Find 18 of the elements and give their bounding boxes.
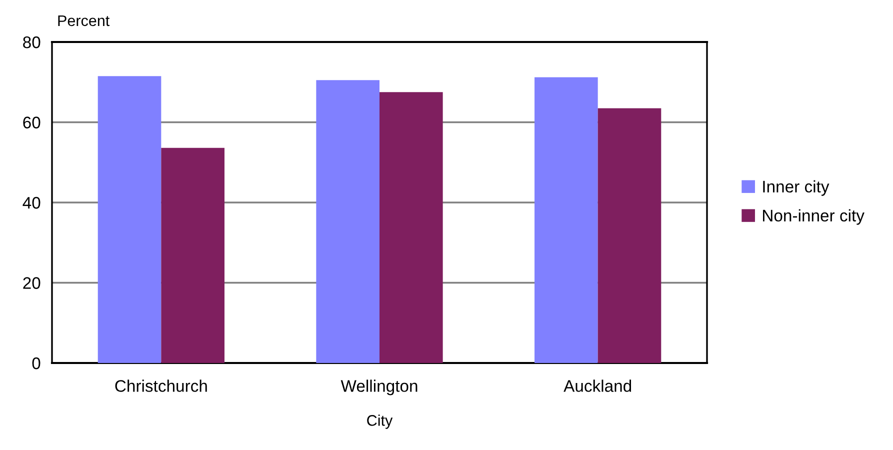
bar — [380, 92, 443, 363]
y-tick-label: 20 — [23, 277, 40, 289]
x-tick-label: Auckland — [564, 380, 632, 392]
legend-label: Inner city — [763, 180, 830, 196]
bar — [316, 80, 380, 363]
y-tick-label: 80 — [23, 36, 40, 48]
bar — [534, 77, 598, 363]
bar — [598, 108, 662, 363]
y-tick-label: 0 — [32, 357, 40, 370]
y-tick-label: 40 — [22, 196, 40, 209]
x-axis-title: City — [367, 414, 393, 429]
y-axis-title: Percent — [58, 15, 110, 26]
x-tick-label: Wellington — [340, 380, 418, 396]
legend-label: Non-inner city — [763, 209, 864, 225]
y-tick-label: 60 — [23, 116, 40, 128]
bar — [98, 76, 162, 363]
bar — [161, 148, 224, 363]
x-tick-label: Christchurch — [115, 380, 207, 392]
